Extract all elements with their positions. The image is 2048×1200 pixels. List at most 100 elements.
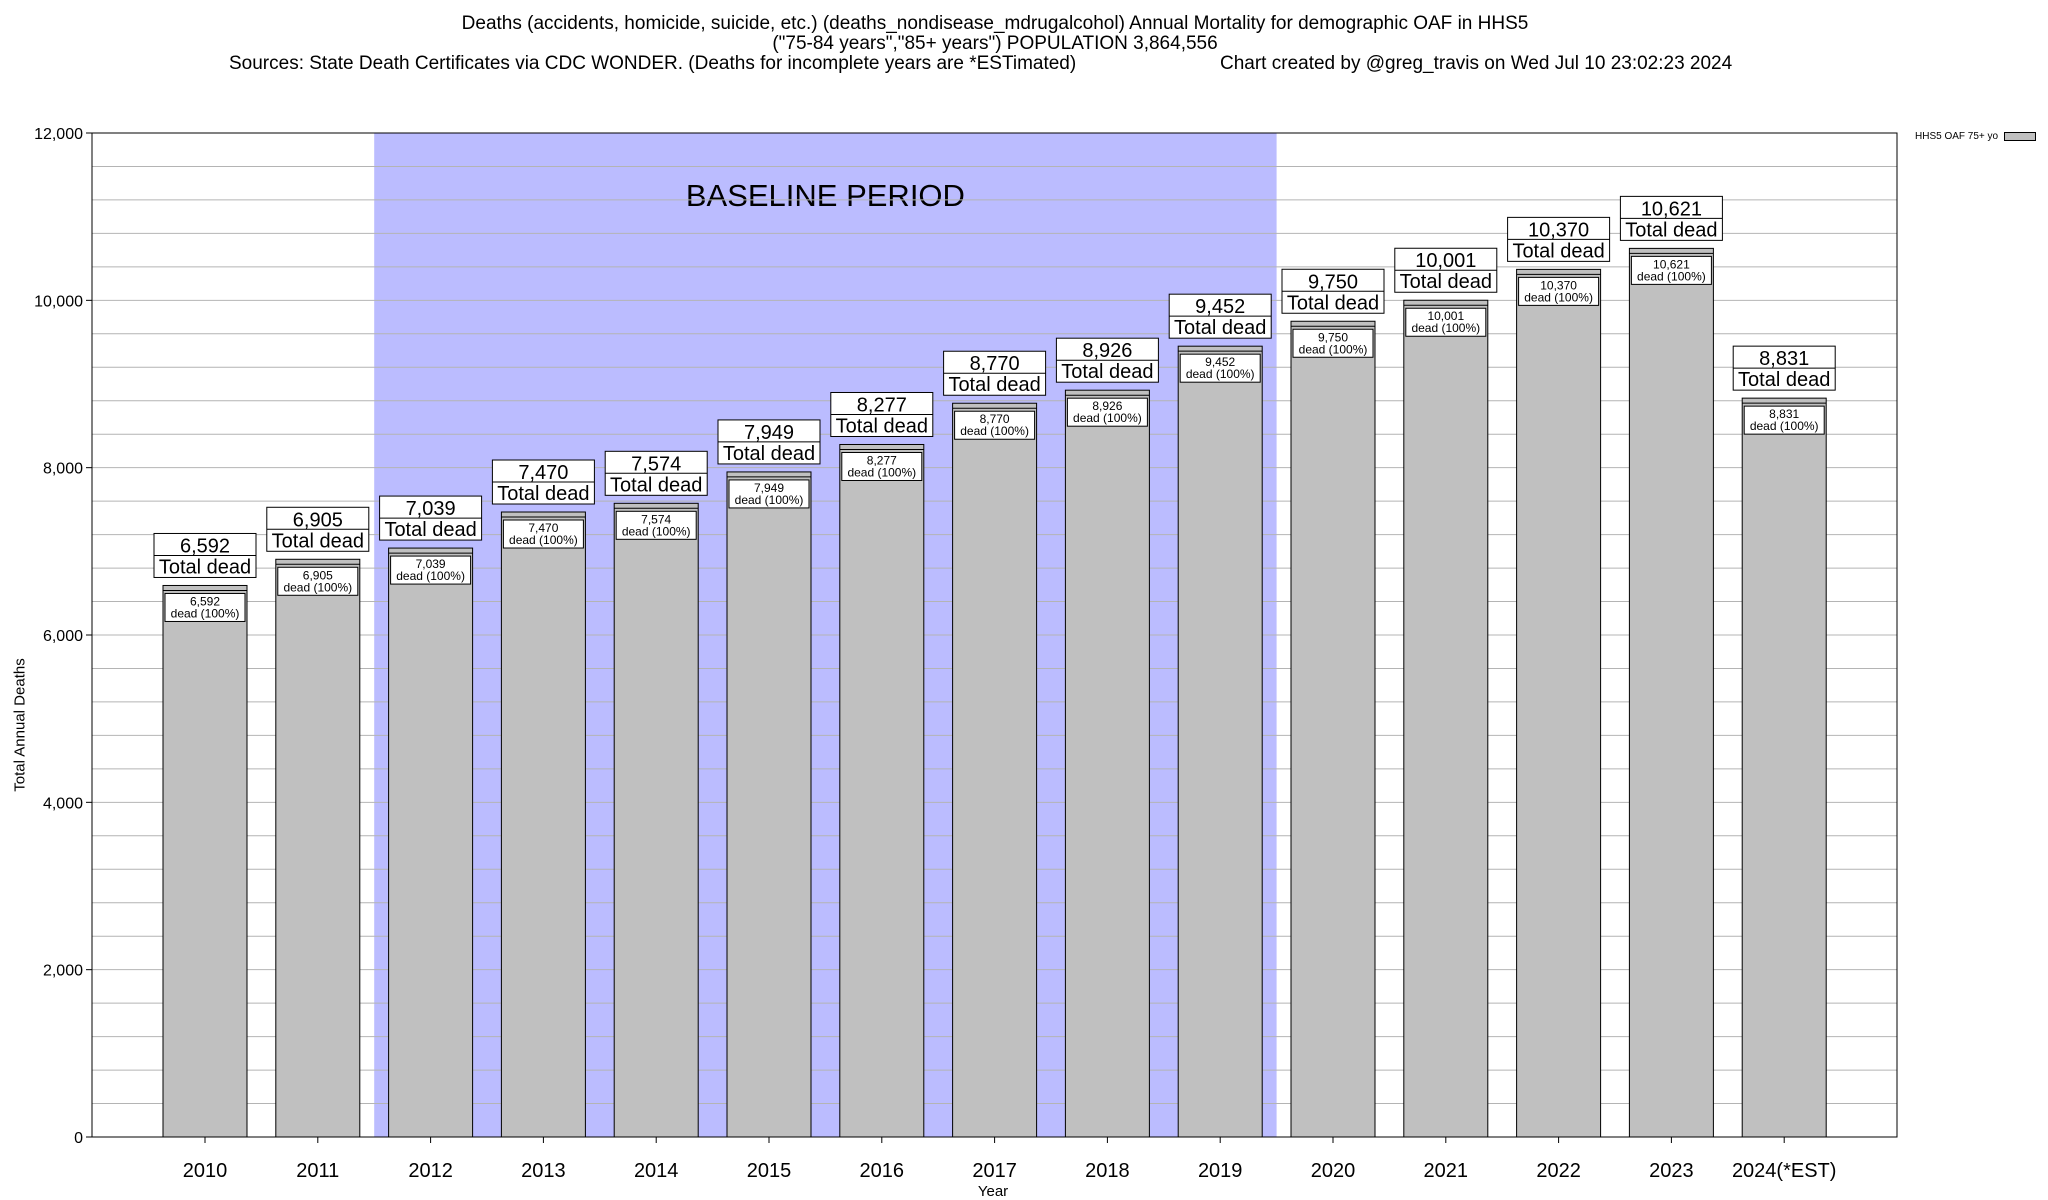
x-tick-label: 2020 [1311, 1160, 1356, 1182]
inner-percent-label: dead (100%) [1750, 419, 1819, 433]
total-value-label: 8,926 [1082, 340, 1132, 362]
inner-percent-label: dead (100%) [1073, 411, 1142, 425]
inner-label-box [390, 555, 472, 585]
y-tick-label: 0 [74, 1130, 83, 1147]
bar-2010 [162, 584, 248, 1138]
inner-label-box [615, 510, 697, 540]
bar-2021 [1403, 299, 1489, 1138]
total-value-label: 9,452 [1195, 296, 1245, 318]
inner-percent-label: dead (100%) [1524, 290, 1593, 304]
legend: HHS5 OAF 75+ yo [1915, 131, 2037, 142]
inner-percent-label: dead (100%) [283, 580, 352, 594]
bar-2015 [726, 471, 812, 1138]
inner-value-label: 6,905 [303, 568, 333, 582]
bar-2024(*EST) [1741, 397, 1827, 1138]
chart-title: Deaths (accidents, homicide, suicide, et… [0, 14, 1990, 76]
x-tick-label: 2015 [747, 1160, 792, 1182]
bar-2019 [1177, 345, 1263, 1138]
inner-value-label: 7,470 [528, 521, 558, 535]
credit-text: Chart created by @greg_travis on Wed Jul… [1220, 53, 1733, 74]
inner-label-box [1066, 397, 1148, 427]
y-tick-label: 6,000 [43, 628, 83, 645]
inner-percent-label: dead (100%) [847, 465, 916, 479]
inner-value-label: 6,592 [190, 594, 220, 608]
bar-2022 [1516, 268, 1602, 1138]
bar-2020 [1290, 320, 1376, 1138]
total-dead-label: Total dead [384, 519, 476, 541]
title-line-3: Sources: State Death Certificates via CD… [0, 54, 1990, 76]
total-dead-label: Total dead [497, 483, 589, 505]
x-tick-label: 2013 [521, 1160, 566, 1182]
x-tick-label: 2016 [860, 1160, 905, 1182]
total-value-label: 6,905 [293, 509, 343, 531]
sources-text: Sources: State Death Certificates via CD… [229, 53, 1077, 74]
total-value-label: 7,039 [406, 498, 456, 520]
inner-percent-label: dead (100%) [171, 606, 240, 620]
inner-value-label: 10,621 [1653, 257, 1690, 271]
total-dead-label: Total dead [948, 374, 1040, 396]
x-tick-label: 2021 [1424, 1160, 1469, 1182]
total-dead-label: Total dead [1174, 317, 1266, 339]
inner-value-label: 8,926 [1092, 399, 1122, 413]
total-dead-label: Total dead [159, 556, 251, 578]
inner-label-box [1630, 255, 1712, 285]
total-dead-label: Total dead [1061, 361, 1153, 383]
title-line-2: ("75-84 years","85+ years") POPULATION 3… [772, 33, 1218, 54]
total-value-label: 8,277 [857, 394, 907, 416]
inner-value-label: 8,770 [980, 412, 1010, 426]
x-tick-label: 2017 [972, 1160, 1017, 1182]
y-tick-label: 8,000 [43, 461, 83, 478]
inner-label-box [1405, 307, 1487, 337]
total-value-label: 7,574 [631, 453, 681, 475]
inner-percent-label: dead (100%) [1411, 321, 1480, 335]
y-tick-label: 10,000 [34, 293, 83, 310]
total-dead-label: Total dead [1625, 219, 1717, 241]
total-value-label: 9,750 [1308, 271, 1358, 293]
inner-label-box [841, 451, 923, 481]
title-line-1: Deaths (accidents, homicide, suicide, et… [461, 13, 1529, 34]
inner-value-label: 10,370 [1540, 278, 1577, 292]
x-axis-label: Year [977, 1183, 1009, 1200]
bar-2017 [952, 402, 1038, 1138]
inner-label-box [954, 410, 1036, 440]
inner-value-label: 9,750 [1318, 330, 1348, 344]
bar-2012 [388, 547, 474, 1138]
inner-value-label: 7,574 [641, 512, 671, 526]
total-dead-label: Total dead [610, 474, 702, 496]
inner-value-label: 7,039 [416, 557, 446, 571]
x-tick-label: 2019 [1198, 1160, 1243, 1182]
inner-percent-label: dead (100%) [1299, 342, 1368, 356]
inner-value-label: 9,452 [1205, 355, 1235, 369]
bar-2023 [1628, 247, 1714, 1138]
x-tick-label: 2018 [1085, 1160, 1130, 1182]
total-value-label: 10,370 [1528, 219, 1589, 241]
x-tick-label: 2011 [296, 1160, 339, 1182]
y-tick-label: 2,000 [43, 963, 83, 980]
inner-label-box [164, 592, 246, 622]
inner-percent-label: dead (100%) [622, 524, 691, 538]
x-tick-label: 2022 [1536, 1160, 1581, 1182]
legend-swatch [2004, 132, 2037, 141]
total-value-label: 7,949 [744, 422, 794, 444]
inner-label-box [502, 519, 584, 549]
x-tick-label: 2014 [634, 1160, 679, 1182]
inner-percent-label: dead (100%) [509, 533, 578, 547]
bar-2016 [839, 443, 925, 1138]
total-dead-label: Total dead [1400, 271, 1492, 293]
y-tick-label: 4,000 [43, 795, 83, 812]
x-tick-label: 2012 [408, 1160, 453, 1182]
total-dead-label: Total dead [836, 415, 928, 437]
total-dead-label: Total dead [272, 530, 364, 552]
total-value-label: 8,770 [970, 353, 1020, 375]
inner-label-box [1518, 276, 1600, 306]
inner-label-box [1292, 328, 1374, 358]
total-dead-label: Total dead [723, 443, 815, 465]
total-value-label: 6,592 [180, 535, 230, 557]
bar-2013 [500, 511, 586, 1138]
total-value-label: 8,831 [1759, 348, 1809, 370]
total-dead-label: Total dead [1512, 240, 1604, 262]
x-tick-label: 2024(*EST) [1732, 1160, 1837, 1182]
inner-label-box [1179, 353, 1261, 383]
total-dead-label: Total dead [1738, 369, 1830, 391]
